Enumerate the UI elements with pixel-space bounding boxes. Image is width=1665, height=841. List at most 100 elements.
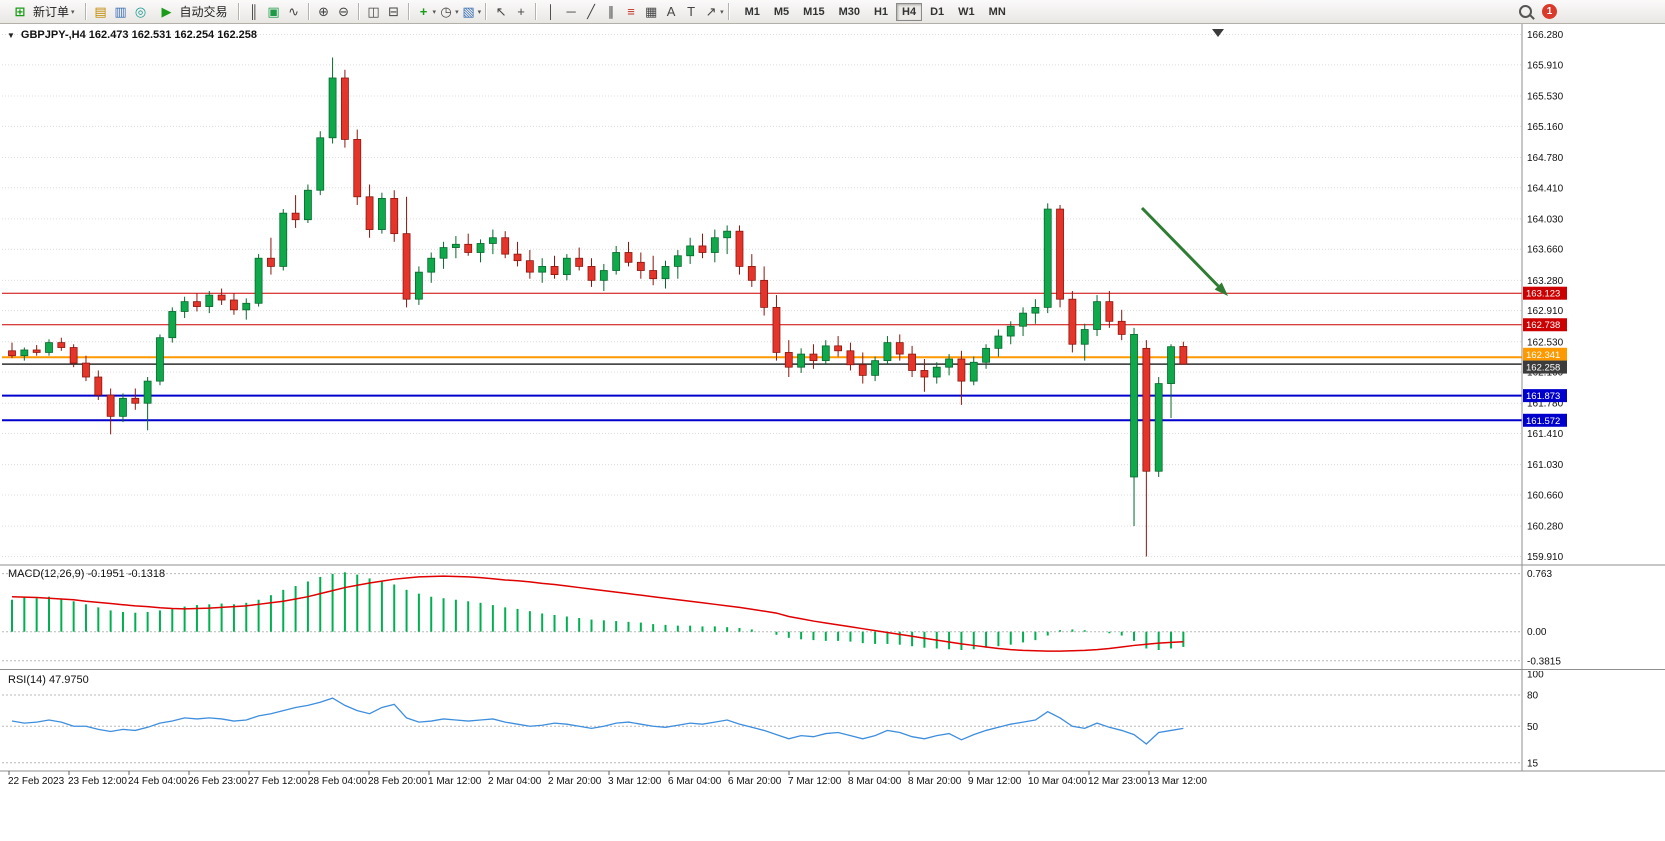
svg-text:163.123: 163.123 — [1526, 289, 1560, 300]
svg-text:165.910: 165.910 — [1527, 60, 1564, 71]
pane-separators[interactable] — [0, 24, 1665, 773]
new-order-icon: ⊞ — [14, 3, 26, 19]
grid-tool-icon[interactable]: ▦ — [644, 3, 658, 19]
svg-text:6 Mar 20:00: 6 Mar 20:00 — [728, 776, 782, 787]
timeframe-H1[interactable]: H1 — [873, 5, 889, 18]
svg-text:163.660: 163.660 — [1527, 245, 1564, 256]
svg-text:22 Feb 2023: 22 Feb 2023 — [8, 776, 65, 787]
svg-text:164.780: 164.780 — [1527, 153, 1564, 164]
separator — [357, 3, 360, 20]
svg-text:8 Mar 04:00: 8 Mar 04:00 — [848, 776, 902, 787]
price-axis[interactable]: 166.280 165.910 165.530 165.160 164.780 164.4… — [1527, 30, 1564, 563]
svg-text:164.410: 164.410 — [1527, 183, 1564, 194]
timeframe-M1[interactable]: M1 — [744, 5, 760, 18]
navigator-icon[interactable]: ◎ — [134, 3, 147, 19]
svg-text:160.660: 160.660 — [1527, 490, 1564, 501]
vertical-line-tool-icon[interactable]: │ — [547, 3, 556, 19]
crosshair-icon[interactable]: + — [517, 3, 525, 19]
chevron-down-icon: ▾ — [71, 8, 75, 16]
trend-arrow-annotation[interactable] — [1140, 206, 1228, 296]
horizontal-line-tool-icon[interactable]: ─ — [566, 3, 576, 19]
autotrading-label: 自动交易 — [179, 5, 228, 19]
channel-tool-icon[interactable]: ∥ — [607, 3, 615, 19]
svg-text:6 Mar 04:00: 6 Mar 04:00 — [668, 776, 722, 787]
chart-window[interactable]: 166.280 165.910 165.530 165.160 164.780 164.4… — [0, 24, 1665, 841]
timeframe-D1[interactable]: D1 — [930, 5, 945, 18]
svg-text:23 Feb 12:00: 23 Feb 12:00 — [68, 776, 127, 787]
bar-chart-icon[interactable]: ║ — [248, 3, 259, 19]
timeframe-H4[interactable]: H4 — [896, 2, 923, 21]
timeframe-M30[interactable]: M30 — [838, 5, 860, 18]
svg-text:166.280: 166.280 — [1527, 30, 1564, 41]
svg-text:3 Mar 12:00: 3 Mar 12:00 — [608, 776, 662, 787]
chevron-down-icon: ▾ — [477, 8, 482, 16]
market-watch-icon[interactable]: ▤ — [94, 3, 107, 19]
chevron-down-icon: ▾ — [432, 8, 437, 16]
svg-text:10 Mar 04:00: 10 Mar 04:00 — [1028, 776, 1087, 787]
toolbar: ⊞ 新订单 ▾ ▤ ▥ ◎ ▶ 自动交易 ║ ▣ ∿ ⊕ ⊖ ◫ ⊟ + ▾ ◷… — [0, 0, 1665, 24]
new-order-button[interactable]: ⊞ 新订单 ▾ — [4, 1, 81, 23]
svg-text:159.910: 159.910 — [1527, 552, 1564, 563]
separator — [84, 3, 87, 20]
svg-text:162.258: 162.258 — [1526, 363, 1560, 374]
zoom-out-icon[interactable]: ⊖ — [338, 3, 349, 19]
scroll-end-marker[interactable] — [1212, 29, 1224, 37]
svg-text:165.530: 165.530 — [1527, 92, 1564, 103]
timeframe-W1[interactable]: W1 — [958, 5, 975, 18]
separator — [407, 3, 410, 20]
svg-text:2 Mar 20:00: 2 Mar 20:00 — [548, 776, 602, 787]
macd-pane: 0.763 0.00 -0.3815 — [2, 569, 1561, 667]
svg-text:1 Mar 12:00: 1 Mar 12:00 — [428, 776, 482, 787]
arrows-tool-icon[interactable]: ↗ — [705, 3, 717, 19]
svg-text:0.00: 0.00 — [1527, 627, 1547, 638]
svg-text:162.341: 162.341 — [1526, 350, 1560, 361]
timeframe-M15[interactable]: M15 — [803, 5, 825, 18]
fibonacci-tool-icon[interactable]: ≡ — [627, 3, 635, 19]
label-tool-icon[interactable]: T — [687, 3, 696, 19]
cursor-icon[interactable]: ↖ — [495, 3, 507, 19]
svg-text:2 Mar 04:00: 2 Mar 04:00 — [488, 776, 542, 787]
search-icon[interactable] — [1519, 5, 1532, 18]
timeframe-group: M1 M5 M15 M30 H1 H4 D1 W1 MN — [738, 2, 1013, 21]
svg-text:162.738: 162.738 — [1526, 320, 1560, 331]
zoom-in-icon[interactable]: ⊕ — [318, 3, 329, 19]
chevron-down-icon: ▾ — [455, 8, 459, 16]
templates-icon[interactable]: ▧ — [462, 3, 475, 19]
svg-text:0.763: 0.763 — [1527, 569, 1552, 580]
candlestick-chart-icon[interactable]: ▣ — [267, 3, 280, 19]
svg-text:162.530: 162.530 — [1527, 337, 1564, 348]
timeframe-M5[interactable]: M5 — [773, 5, 790, 18]
new-chart-icon[interactable]: ◫ — [367, 3, 380, 19]
notification-badge[interactable]: 1 — [1542, 4, 1557, 19]
svg-text:161.410: 161.410 — [1527, 429, 1564, 440]
separator — [485, 3, 488, 20]
autotrading-button[interactable]: ▶ 自动交易 — [151, 1, 234, 23]
svg-text:-0.3815: -0.3815 — [1527, 656, 1561, 667]
svg-text:161.873: 161.873 — [1526, 391, 1560, 402]
svg-text:15: 15 — [1527, 758, 1539, 769]
chevron-down-icon: ▾ — [720, 8, 724, 16]
trendline-tool-icon[interactable]: ╱ — [587, 3, 595, 19]
svg-text:80: 80 — [1527, 690, 1539, 701]
candles — [8, 57, 1188, 557]
timeframe-MN[interactable]: MN — [988, 5, 1006, 18]
indicators-add-icon[interactable]: + — [419, 3, 428, 19]
svg-text:160.280: 160.280 — [1527, 522, 1564, 533]
separator — [307, 3, 310, 20]
svg-text:7 Mar 12:00: 7 Mar 12:00 — [788, 776, 842, 787]
chart-canvas[interactable]: 166.280 165.910 165.530 165.160 164.780 164.4… — [0, 24, 1665, 841]
svg-text:50: 50 — [1527, 722, 1539, 733]
svg-text:161.572: 161.572 — [1526, 416, 1560, 427]
autotrading-play-icon: ▶ — [161, 3, 172, 19]
svg-text:9 Mar 12:00: 9 Mar 12:00 — [968, 776, 1022, 787]
separator — [237, 3, 240, 20]
separator — [727, 3, 730, 20]
data-window-icon[interactable]: ▥ — [114, 3, 127, 19]
text-tool-icon[interactable]: A — [666, 3, 676, 19]
svg-text:165.160: 165.160 — [1527, 122, 1564, 133]
svg-text:28 Feb 04:00: 28 Feb 04:00 — [308, 776, 367, 787]
periods-icon[interactable]: ◷ — [440, 3, 452, 19]
line-chart-icon[interactable]: ∿ — [288, 3, 299, 19]
tile-windows-icon[interactable]: ⊟ — [388, 3, 399, 19]
time-axis[interactable]: 22 Feb 2023 23 Feb 12:00 24 Feb 04:00 26 Fe… — [8, 771, 1207, 787]
